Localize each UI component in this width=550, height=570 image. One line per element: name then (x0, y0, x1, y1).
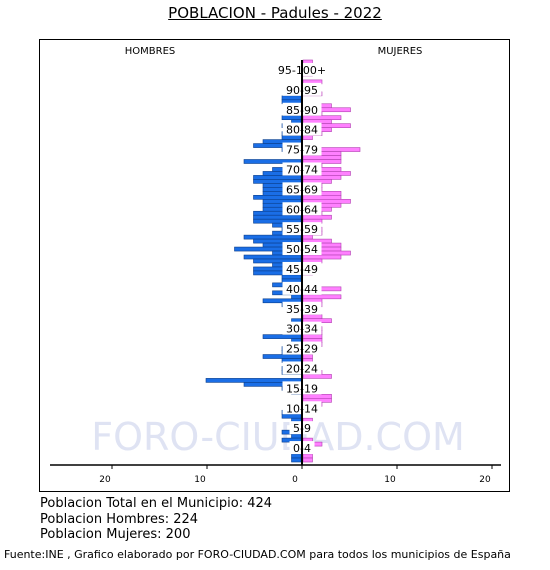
x-tick-label: 20 (479, 475, 491, 485)
chart-title: POBLACION - Padules - 2022 (0, 4, 550, 22)
population-pyramid: FORO-CIUDAD.COMHOMBRESMUJERES95-100+90-9… (50, 46, 501, 485)
x-tick-label: 20 (99, 475, 111, 485)
stat-mujeres: Poblacion Mujeres: 200 (40, 527, 191, 542)
x-tick-label: 10 (384, 475, 396, 485)
header-hombres: HOMBRES (125, 46, 176, 57)
x-tick-label: 0 (292, 475, 298, 485)
chart-title-text: POBLACION - Padules - 2022 (168, 4, 382, 22)
stat-hombres: Poblacion Hombres: 224 (40, 511, 199, 527)
stat-total: Poblacion Total en el Municipio: 424 (40, 496, 273, 511)
bar-mujeres (302, 457, 313, 463)
bar-hombres (291, 457, 302, 463)
watermark-text: FORO-CIUDAD.COM (91, 415, 465, 459)
population-stats: Poblacion Total en el Municipio: 424 Pob… (40, 496, 272, 543)
header-mujeres: MUJERES (378, 46, 423, 57)
x-tick-label: 10 (194, 475, 206, 485)
chart-frame: FORO-CIUDAD.COMHOMBRESMUJERES95-100+90-9… (39, 39, 510, 492)
source-note: Fuente:INE , Grafico elaborado por FORO-… (4, 548, 511, 561)
